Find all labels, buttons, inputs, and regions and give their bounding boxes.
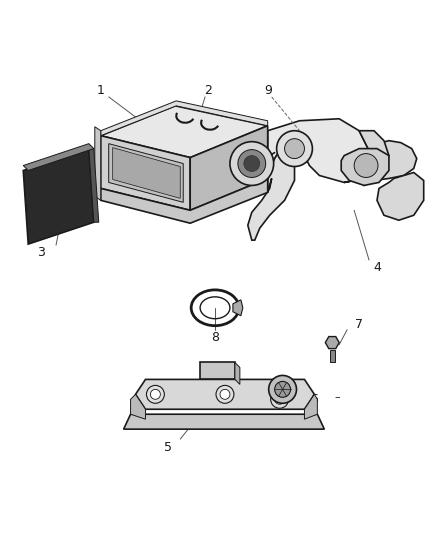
Circle shape	[354, 154, 378, 177]
Circle shape	[268, 375, 297, 403]
Polygon shape	[344, 131, 389, 182]
Text: 4: 4	[373, 262, 381, 274]
Polygon shape	[200, 362, 235, 379]
Polygon shape	[101, 179, 268, 223]
Polygon shape	[341, 149, 389, 185]
Circle shape	[275, 382, 290, 397]
Circle shape	[220, 389, 230, 399]
Polygon shape	[95, 127, 101, 200]
Polygon shape	[304, 394, 318, 419]
Polygon shape	[268, 119, 371, 182]
Circle shape	[271, 390, 289, 408]
Circle shape	[285, 139, 304, 158]
Bar	[330, 350, 335, 361]
Text: 6: 6	[311, 393, 318, 406]
Circle shape	[230, 142, 274, 185]
Polygon shape	[235, 362, 240, 384]
Polygon shape	[113, 148, 180, 198]
Circle shape	[277, 131, 312, 166]
Polygon shape	[359, 141, 417, 185]
Text: 9: 9	[264, 84, 272, 98]
Polygon shape	[135, 379, 314, 409]
Circle shape	[238, 150, 266, 177]
Polygon shape	[124, 414, 324, 429]
Polygon shape	[89, 149, 99, 222]
Polygon shape	[190, 126, 268, 211]
Circle shape	[146, 385, 164, 403]
Polygon shape	[325, 336, 339, 349]
Text: –: –	[335, 392, 340, 402]
Circle shape	[216, 385, 234, 403]
Text: 3: 3	[37, 246, 45, 259]
Circle shape	[275, 394, 285, 404]
Polygon shape	[23, 144, 94, 171]
Polygon shape	[248, 149, 294, 240]
Text: 7: 7	[355, 318, 363, 331]
Polygon shape	[377, 173, 424, 220]
Polygon shape	[23, 149, 94, 244]
Circle shape	[244, 156, 260, 172]
Polygon shape	[101, 136, 190, 211]
Text: 5: 5	[164, 441, 172, 454]
Text: 2: 2	[204, 84, 212, 98]
Text: 1: 1	[97, 84, 105, 98]
Polygon shape	[101, 106, 268, 158]
Polygon shape	[109, 144, 183, 203]
Polygon shape	[131, 394, 145, 419]
Circle shape	[150, 389, 160, 399]
Text: 8: 8	[211, 331, 219, 344]
Polygon shape	[233, 300, 243, 316]
Polygon shape	[101, 101, 268, 136]
